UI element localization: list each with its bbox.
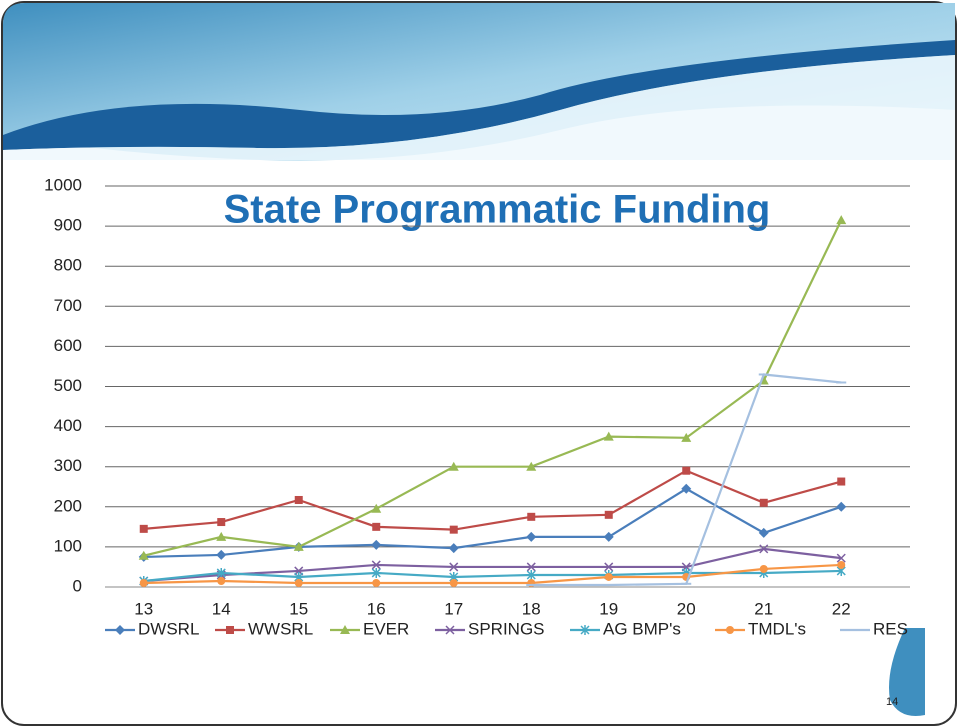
marker: [448, 543, 459, 554]
x-tick-label: 20: [677, 599, 696, 618]
marker: [526, 531, 537, 542]
marker: [726, 626, 734, 634]
marker: [138, 550, 149, 560]
marker: [371, 503, 382, 513]
marker: [372, 522, 381, 531]
marker: [216, 567, 226, 578]
marker: [526, 569, 536, 580]
marker: [681, 432, 692, 442]
x-tick-label: 14: [212, 599, 231, 618]
marker: [604, 562, 614, 572]
marker: [837, 560, 846, 569]
x-tick-label: 22: [832, 599, 851, 618]
marker: [340, 625, 350, 634]
marker: [580, 625, 590, 635]
legend-label: WWSRL: [248, 619, 313, 638]
marker: [603, 431, 614, 441]
y-tick-label: 1000: [44, 175, 82, 194]
marker: [837, 477, 846, 486]
banner-fade: [3, 55, 955, 160]
y-tick-label: 400: [54, 416, 82, 435]
x-tick-label: 16: [367, 599, 386, 618]
y-tick-label: 700: [54, 296, 82, 315]
legend-item: AG BMP's: [570, 619, 681, 638]
marker: [759, 544, 769, 554]
marker: [603, 531, 614, 542]
marker: [217, 576, 226, 585]
y-tick-label: 900: [54, 216, 82, 235]
y-tick-label: 300: [54, 456, 82, 475]
legend-label: SPRINGS: [468, 619, 545, 638]
y-tick-label: 0: [73, 576, 82, 595]
marker: [371, 539, 382, 550]
x-tick-label: 13: [134, 599, 153, 618]
y-tick-label: 100: [54, 536, 82, 555]
marker: [836, 215, 847, 225]
marker: [293, 541, 304, 551]
legend-label: EVER: [363, 619, 409, 638]
series-line: [143, 487, 842, 559]
legend-item: DWSRL: [105, 619, 199, 638]
legend-label: AG BMP's: [603, 619, 681, 638]
y-tick-label: 200: [54, 496, 82, 515]
marker: [445, 625, 455, 635]
marker: [759, 564, 768, 573]
marker: [216, 549, 227, 560]
series-line: [143, 563, 842, 585]
marker: [604, 510, 613, 519]
marker: [682, 466, 691, 475]
marker: [758, 527, 769, 538]
y-tick-label: 600: [54, 336, 82, 355]
legend-item: WWSRL: [215, 619, 313, 638]
y-tick-label: 800: [54, 256, 82, 275]
marker: [139, 578, 148, 587]
legend-item: RES: [840, 619, 908, 638]
marker: [226, 626, 234, 634]
marker: [294, 495, 303, 504]
marker: [216, 531, 227, 541]
legend-item: TMDL's: [715, 619, 806, 638]
legend-label: TMDL's: [748, 619, 806, 638]
series-line: [143, 469, 842, 531]
banner-wave: [3, 40, 955, 150]
legend-label: RES: [873, 619, 908, 638]
chart-title: State Programmatic Funding: [224, 188, 771, 232]
droplet: [889, 628, 925, 716]
marker: [836, 553, 846, 563]
legend-item: EVER: [330, 619, 409, 638]
marker: [371, 560, 381, 570]
marker: [527, 512, 536, 521]
marker: [759, 498, 768, 507]
x-tick-label: 21: [754, 599, 773, 618]
x-tick-label: 18: [522, 599, 541, 618]
x-tick-label: 15: [289, 599, 308, 618]
marker: [449, 562, 459, 572]
marker: [449, 525, 458, 534]
legend-item: SPRINGS: [435, 619, 545, 638]
x-tick-label: 19: [599, 599, 618, 618]
marker: [217, 518, 226, 527]
legend-label: DWSRL: [138, 619, 199, 638]
marker: [836, 501, 847, 512]
marker: [681, 483, 692, 494]
x-tick-label: 17: [444, 599, 463, 618]
series-line: [143, 547, 842, 583]
marker: [294, 578, 303, 587]
marker: [526, 562, 536, 572]
marker: [372, 578, 381, 587]
marker: [449, 578, 458, 587]
marker: [604, 572, 613, 581]
series-line: [143, 219, 843, 557]
y-tick-label: 500: [54, 376, 82, 395]
marker: [139, 524, 148, 533]
marker: [448, 461, 459, 471]
marker: [115, 625, 125, 635]
marker: [371, 567, 381, 578]
marker: [526, 461, 537, 471]
page-number: 14: [886, 696, 898, 708]
